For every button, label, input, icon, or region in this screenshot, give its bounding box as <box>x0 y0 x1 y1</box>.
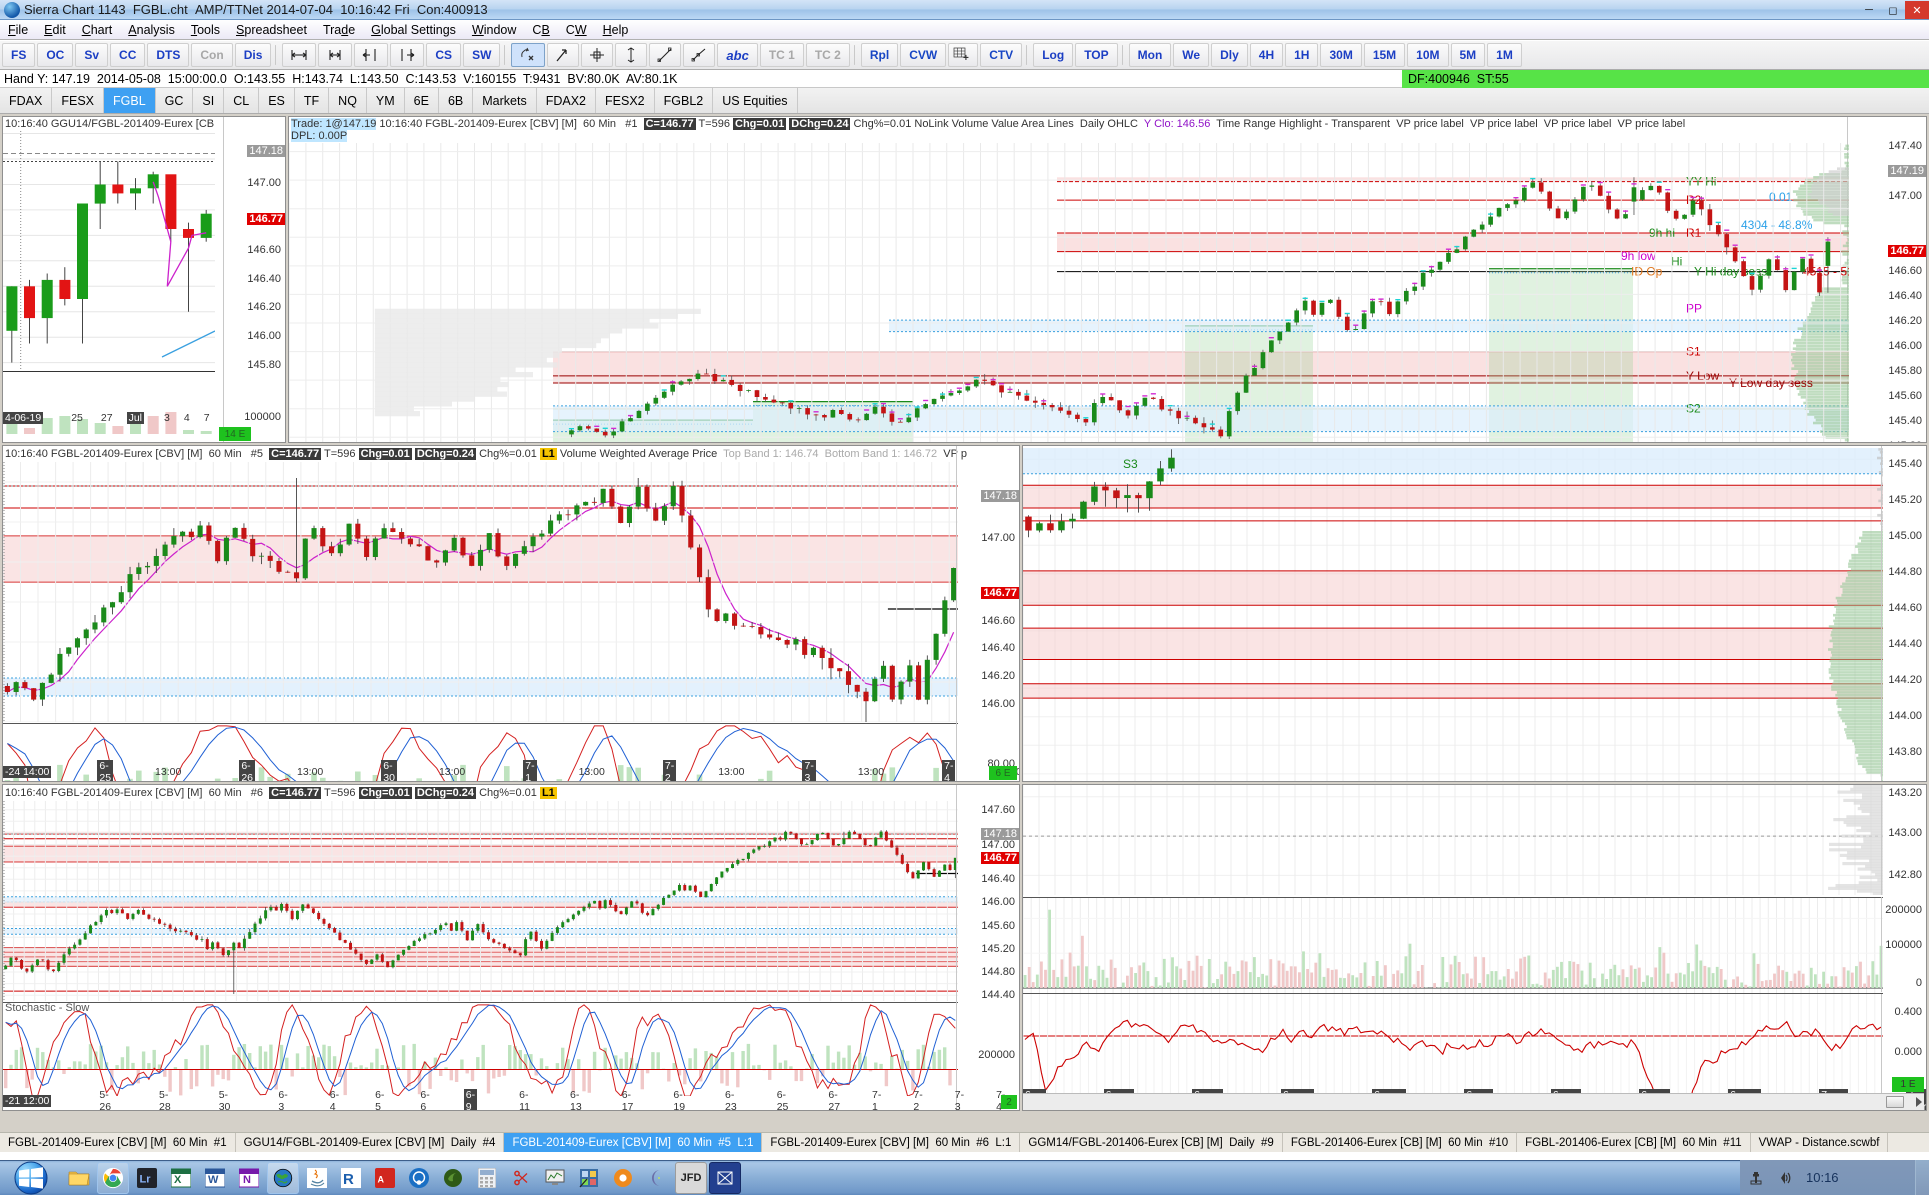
svg-text:Hi: Hi <box>1671 255 1682 269</box>
svg-text:+: + <box>963 53 969 63</box>
svg-text:X: X <box>174 1174 182 1186</box>
svg-text:Y Low day sess: Y Low day sess <box>1729 376 1813 390</box>
svg-text:4304 - 48.8%: 4304 - 48.8% <box>1741 218 1813 232</box>
svg-text:0.01: 0.01 <box>1769 190 1793 204</box>
svg-text:ID Op: ID Op <box>1631 265 1663 279</box>
svg-text:S3: S3 <box>1123 457 1138 471</box>
svg-text:W: W <box>208 1174 219 1186</box>
svg-text:YY Hi: YY Hi <box>1686 175 1716 189</box>
svg-text:Y Low: Y Low <box>1686 369 1719 383</box>
svg-text:9h hi: 9h hi <box>1649 226 1675 240</box>
svg-text:N: N <box>243 1174 251 1186</box>
svg-text:A: A <box>378 1175 385 1185</box>
svg-text:R: R <box>343 1171 354 1188</box>
svg-text:Lr: Lr <box>140 1174 152 1186</box>
